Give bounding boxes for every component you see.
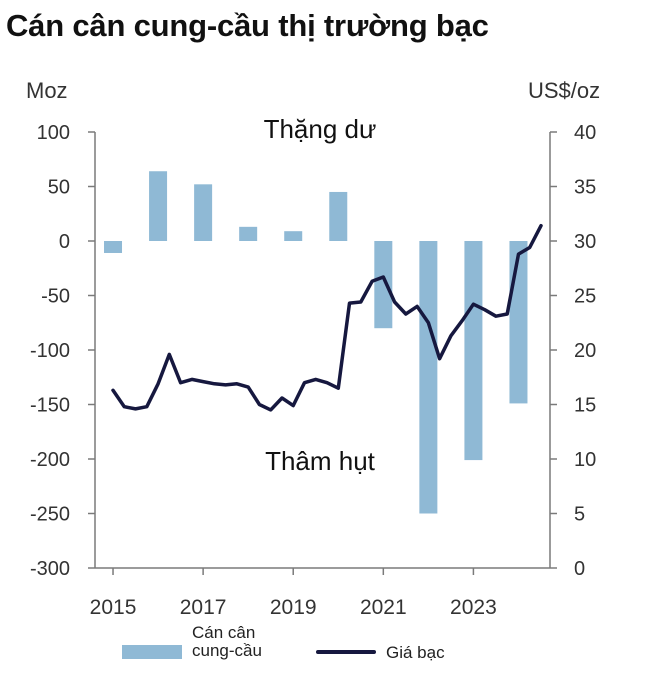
bar-2024 [509,241,528,404]
left-axis-unit: Moz [26,78,68,103]
left-tick-label: 100 [37,122,70,144]
x-tick-label: 2021 [360,596,407,619]
left-tick-label: -250 [30,504,70,526]
axes-layer [88,131,557,575]
labels-layer: 100500-50-100-150-200-250-30040353025201… [26,78,600,619]
right-tick-label: 0 [574,558,585,580]
line-layer [111,223,543,412]
left-tick-label: -100 [30,340,70,362]
left-tick-label: -200 [30,449,70,471]
left-tick-label: -300 [30,558,70,580]
left-tick-label: -50 [41,286,70,308]
right-tick-label: 5 [574,504,585,526]
bar-2017 [194,184,213,241]
bar-2015 [104,241,123,253]
x-tick-label: 2019 [270,596,317,619]
legend-swatch-balance [122,645,182,659]
legend-label-price: Giá bạc [386,643,445,662]
annotation-surplus: Thặng dư [264,114,377,144]
right-tick-label: 35 [574,177,596,199]
right-tick-label: 20 [574,340,596,362]
legend-swatch-price [316,650,376,654]
price-line [111,223,543,412]
right-axis-unit: US$/oz [528,78,600,103]
left-tick-label: 50 [48,177,70,199]
legend-label-balance: Cán cân cung-cầu [192,623,262,660]
x-tick-label: 2015 [90,596,137,619]
right-tick-label: 30 [574,231,596,253]
right-tick-label: 25 [574,286,596,308]
chart-title: Cán cân cung-cầu thị trường bạc [6,8,489,43]
bar-2021 [374,241,393,329]
bar-2019 [284,231,303,241]
bar-2016 [149,171,168,241]
left-tick-label: -150 [30,395,70,417]
bar-2022 [419,241,438,514]
annotation-deficit: Thâm hụt [265,446,376,476]
left-tick-label: 0 [59,231,70,253]
right-tick-label: 15 [574,395,596,417]
bar-2020 [329,191,348,241]
bars-layer [104,171,528,514]
x-tick-label: 2023 [450,596,497,619]
bar-2018 [239,226,258,241]
bar-2023 [464,241,483,461]
x-tick-label: 2017 [180,596,227,619]
right-tick-label: 40 [574,122,596,144]
right-tick-label: 10 [574,449,596,471]
